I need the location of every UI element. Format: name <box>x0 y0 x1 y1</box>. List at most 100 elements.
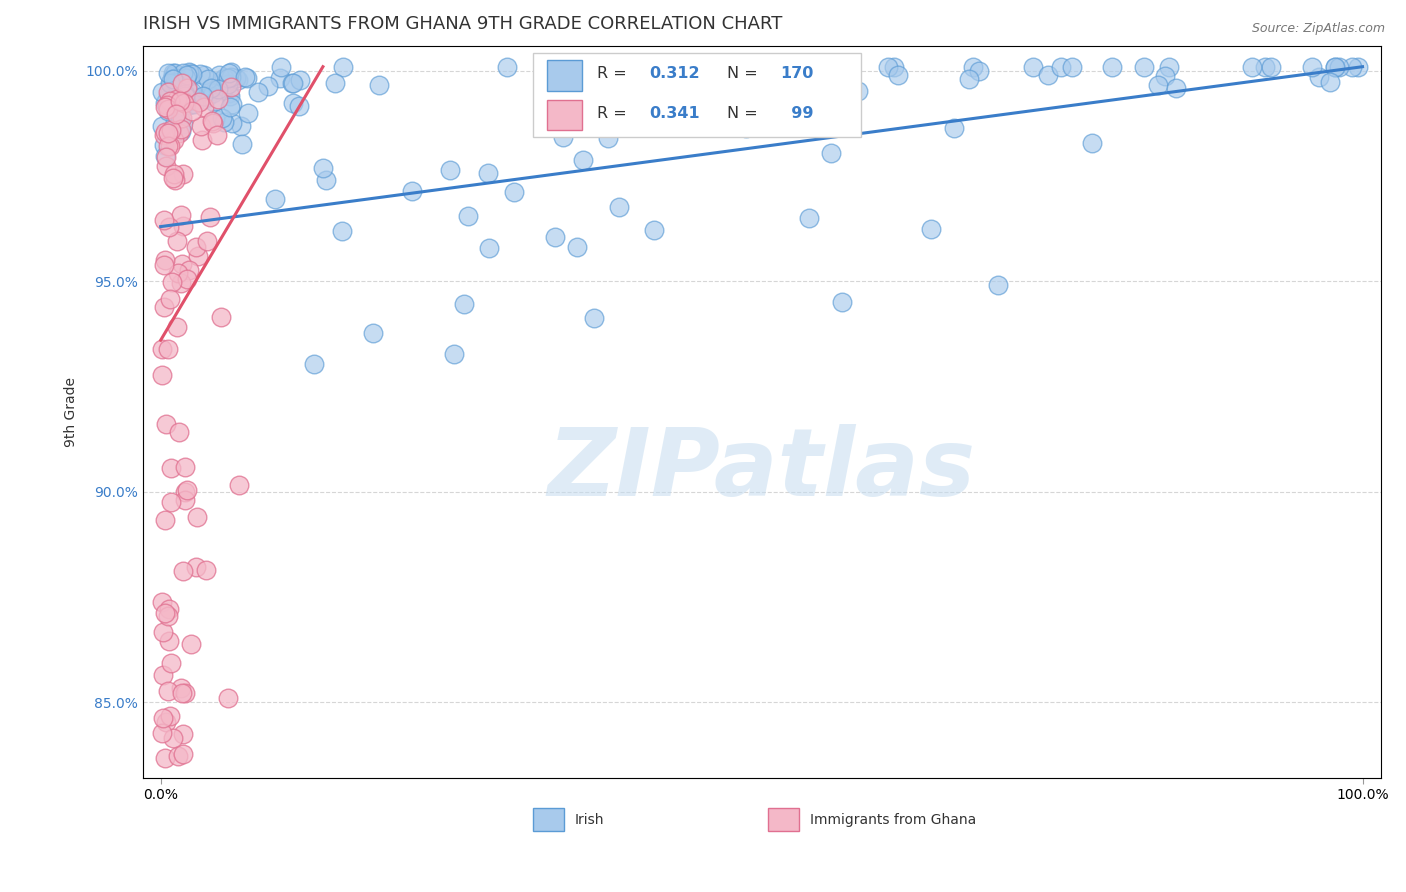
Point <box>172 66 194 80</box>
Point <box>155 714 177 729</box>
Point <box>173 88 195 103</box>
Point <box>157 602 180 616</box>
Y-axis label: 9th Grade: 9th Grade <box>65 376 79 447</box>
Point <box>1319 75 1341 89</box>
Point <box>163 167 186 181</box>
Point <box>283 96 305 111</box>
Point <box>177 263 200 277</box>
Point <box>180 85 202 99</box>
Point <box>179 65 201 79</box>
Point <box>734 121 756 136</box>
Point <box>163 75 186 89</box>
Point <box>172 81 194 95</box>
Point <box>312 161 335 175</box>
Point <box>323 76 346 90</box>
Point <box>166 319 188 334</box>
Point <box>401 184 423 198</box>
FancyBboxPatch shape <box>547 60 582 91</box>
Point <box>170 111 193 125</box>
Point <box>174 484 197 499</box>
Point <box>156 98 179 112</box>
Point <box>183 90 205 104</box>
Point <box>155 159 177 173</box>
Point <box>257 78 280 93</box>
Point <box>264 192 287 206</box>
Point <box>207 92 229 106</box>
FancyBboxPatch shape <box>547 100 582 130</box>
Point <box>165 106 187 120</box>
Point <box>1323 60 1346 74</box>
Point <box>156 92 179 106</box>
Point <box>159 139 181 153</box>
Point <box>190 133 212 147</box>
Point <box>212 115 235 129</box>
Point <box>226 73 249 87</box>
Text: 0.341: 0.341 <box>650 106 700 121</box>
Point <box>477 166 499 180</box>
Point <box>152 711 174 725</box>
Point <box>831 294 853 309</box>
Point <box>1022 60 1045 74</box>
Point <box>332 224 354 238</box>
Point <box>221 97 243 112</box>
Point <box>205 128 228 142</box>
Point <box>170 208 193 222</box>
Point <box>217 690 239 705</box>
Point <box>187 250 209 264</box>
Point <box>920 222 942 236</box>
Point <box>582 310 605 325</box>
FancyBboxPatch shape <box>533 808 564 831</box>
Point <box>453 297 475 311</box>
Point <box>596 130 619 145</box>
Point <box>162 66 184 80</box>
Point <box>246 85 269 99</box>
Point <box>193 92 215 106</box>
Point <box>150 368 173 383</box>
Point <box>153 100 176 114</box>
Point <box>188 95 211 109</box>
Point <box>219 74 242 88</box>
Point <box>212 71 235 86</box>
Point <box>190 119 212 133</box>
Point <box>1324 60 1347 74</box>
Point <box>1101 60 1123 74</box>
Point <box>228 477 250 491</box>
Point <box>156 684 179 698</box>
Point <box>225 71 247 86</box>
Point <box>202 116 225 130</box>
Point <box>150 342 173 356</box>
Point <box>170 121 193 136</box>
Point <box>1240 60 1263 74</box>
Point <box>697 60 720 74</box>
Text: N =: N = <box>727 66 763 80</box>
Point <box>155 512 177 526</box>
Point <box>162 79 184 94</box>
Point <box>169 425 191 440</box>
Text: 170: 170 <box>780 66 814 80</box>
Point <box>198 210 221 224</box>
Point <box>368 78 391 92</box>
Point <box>877 60 900 74</box>
Point <box>172 95 194 109</box>
Point <box>551 129 574 144</box>
Point <box>211 111 233 125</box>
Point <box>153 125 176 139</box>
Point <box>208 68 231 82</box>
Point <box>173 459 195 474</box>
Point <box>159 74 181 88</box>
Point <box>176 69 198 83</box>
Text: Immigrants from Ghana: Immigrants from Ghana <box>810 813 976 827</box>
Point <box>797 211 820 225</box>
Point <box>165 115 187 129</box>
Point <box>233 70 256 84</box>
Point <box>1254 60 1277 74</box>
Text: 99: 99 <box>780 106 814 121</box>
Point <box>172 167 194 181</box>
Point <box>544 230 567 244</box>
Point <box>153 253 176 268</box>
Point <box>846 84 869 98</box>
Point <box>231 136 253 151</box>
Point <box>204 112 226 126</box>
Point <box>172 219 194 234</box>
Point <box>169 124 191 138</box>
